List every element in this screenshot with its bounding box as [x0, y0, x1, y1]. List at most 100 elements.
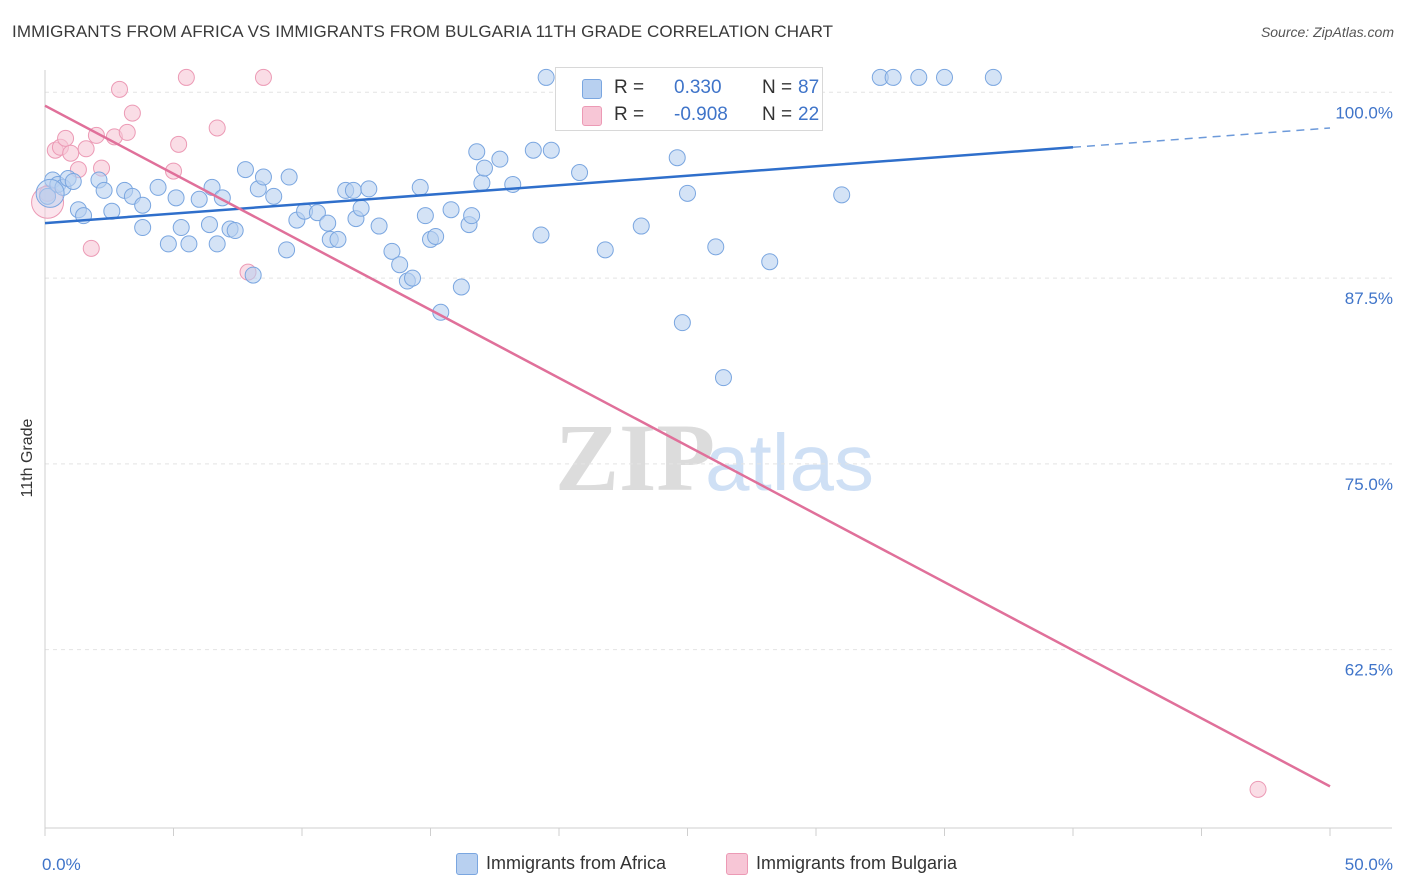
africa-point: [427, 227, 445, 245]
africa-point: [134, 219, 152, 237]
x-tick-label-min: 0.0%: [42, 855, 81, 874]
africa-point: [404, 269, 422, 287]
africa-point: [190, 190, 208, 208]
africa-point: [159, 235, 177, 253]
africa-point: [391, 256, 409, 274]
bulgaria-point: [208, 119, 226, 137]
legend-n-label-africa: N =: [762, 77, 793, 98]
africa-point: [280, 168, 298, 186]
africa-point: [226, 222, 244, 240]
bulgaria-point: [118, 123, 136, 141]
y-tick-label: 75.0%: [1345, 475, 1393, 494]
africa-point: [463, 207, 481, 225]
africa-point: [468, 143, 486, 161]
watermark: ZIP atlas: [555, 404, 874, 511]
africa-point: [542, 141, 560, 159]
africa-point: [64, 172, 82, 190]
bulgaria-point: [62, 144, 80, 162]
africa-point: [35, 178, 65, 208]
bulgaria-point: [77, 140, 95, 158]
y-tick-label: 100.0%: [1335, 103, 1393, 122]
africa-point: [673, 314, 691, 332]
africa-point: [668, 149, 686, 167]
correlation-legend: R = 0.330 N = 87 R = -0.908 N = 22: [555, 67, 823, 131]
grid-lines: [45, 91, 1392, 651]
bulgaria-trend-line: [44, 104, 1331, 788]
bulgaria-point: [57, 129, 75, 147]
africa-point: [884, 68, 902, 86]
africa-point: [596, 241, 614, 259]
bulgaria-point: [123, 104, 141, 122]
source-label: Source: ZipAtlas.com: [1260, 24, 1394, 40]
legend-r-value-bulgaria: -0.908: [674, 104, 728, 125]
africa-point: [984, 68, 1002, 86]
africa-point: [761, 253, 779, 271]
legend-swatch-africa: [582, 79, 602, 99]
y-tick-label: 87.5%: [1345, 289, 1393, 308]
bottom-legend-swatch-bulgaria: [726, 853, 748, 875]
y-tick-label: 62.5%: [1345, 661, 1393, 680]
africa-point: [714, 369, 732, 387]
africa-point: [134, 196, 152, 214]
africa-point: [308, 204, 326, 222]
africa-point: [236, 161, 254, 179]
bulgaria-point: [1249, 780, 1267, 798]
africa-point: [149, 178, 167, 196]
africa-point: [265, 187, 283, 205]
africa-point: [679, 184, 696, 202]
africa-point: [707, 238, 725, 256]
africa-point: [172, 219, 190, 237]
africa-point: [910, 68, 928, 86]
africa-point: [475, 159, 493, 177]
legend-n-value-bulgaria: 22: [798, 104, 820, 125]
africa-point: [442, 201, 460, 219]
africa-point: [383, 242, 401, 260]
africa-point: [254, 168, 272, 186]
trend-lines: [44, 104, 1331, 788]
bottom-legend-label-bulgaria: Immigrants from Bulgaria: [756, 853, 958, 873]
africa-point: [532, 226, 550, 244]
x-tick-label-max: 50.0%: [1345, 855, 1393, 874]
africa-point: [329, 230, 347, 248]
watermark-zip: ZIP: [555, 404, 715, 511]
legend-n-value-africa: 87: [798, 77, 820, 98]
africa-point: [524, 141, 542, 159]
africa-point: [452, 278, 470, 296]
africa-point: [180, 235, 198, 253]
bulgaria-point: [111, 80, 129, 98]
legend-r-value-africa: 0.330: [674, 77, 722, 98]
africa-point: [491, 150, 509, 168]
bottom-legend-label-africa: Immigrants from Africa: [486, 853, 667, 873]
bulgaria-point: [82, 239, 100, 257]
legend-swatch-bulgaria: [582, 106, 602, 126]
series-africa-points: [35, 68, 1002, 387]
africa-point: [319, 214, 337, 232]
africa-point: [416, 207, 434, 225]
chart-title: IMMIGRANTS FROM AFRICA VS IMMIGRANTS FRO…: [12, 22, 834, 41]
africa-point: [200, 216, 218, 234]
africa-point: [167, 189, 185, 207]
africa-point: [537, 68, 555, 86]
legend-n-label-bulgaria: N =: [762, 104, 793, 125]
africa-point: [95, 181, 113, 199]
africa-point: [370, 217, 388, 235]
africa-point: [278, 241, 296, 259]
bulgaria-point: [170, 135, 188, 153]
watermark-atlas: atlas: [705, 418, 874, 507]
legend-r-label-bulgaria: R =: [614, 104, 645, 125]
africa-point: [936, 68, 953, 86]
bulgaria-point: [177, 68, 195, 86]
africa-point: [833, 186, 851, 204]
bottom-legend-swatch-africa: [456, 853, 478, 875]
africa-point: [352, 199, 370, 217]
africa-point: [632, 217, 650, 235]
africa-point: [571, 164, 589, 182]
africa-point: [411, 178, 429, 196]
bulgaria-point: [254, 68, 272, 86]
africa-point: [360, 180, 378, 198]
tick-labels: 62.5% 75.0% 87.5% 100.0% 0.0% 50.0%: [42, 103, 1393, 874]
africa-point: [473, 174, 491, 192]
africa-trend-line: [44, 146, 1074, 225]
africa-point: [244, 266, 262, 284]
